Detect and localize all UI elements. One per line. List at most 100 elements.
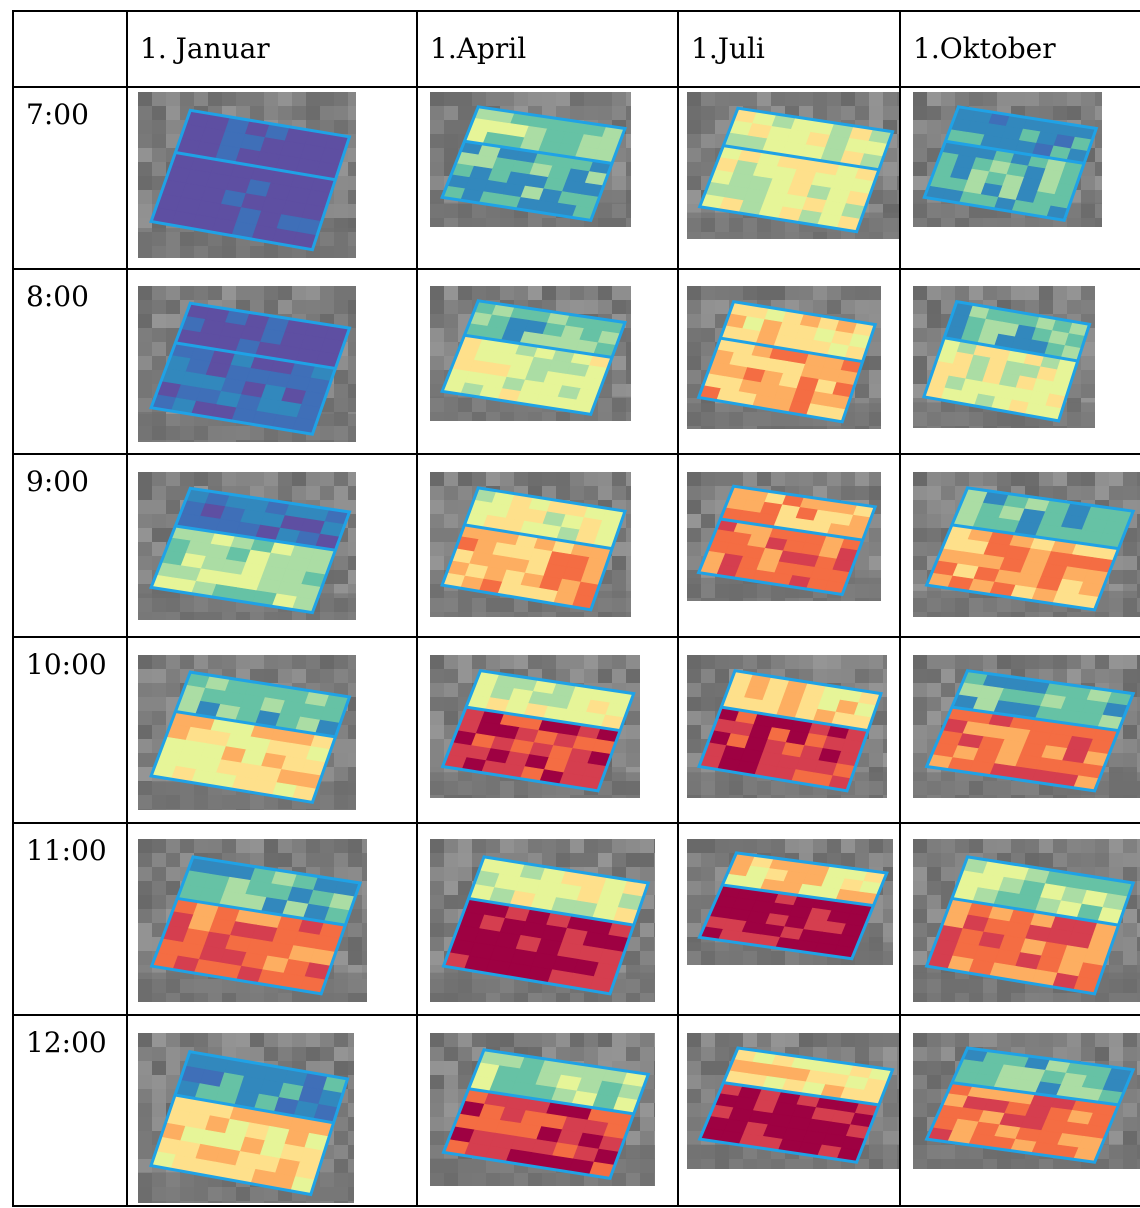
background-block [913,472,927,486]
background-block [654,909,668,923]
background-block [334,556,348,570]
background-block [138,370,152,384]
background-block [626,342,640,356]
background-block [166,853,180,867]
background-block [757,839,771,853]
heatmap-thumbnail [430,472,640,626]
background-block [570,655,584,669]
background-block [626,162,640,176]
row-divider [12,1014,1140,1016]
background-block [715,839,729,853]
background-block [813,839,827,853]
panel-row-divider [464,523,613,551]
background-block [715,300,729,314]
background-block [941,881,955,895]
background-block [138,697,152,711]
background-block [701,106,715,120]
background-block [913,134,927,148]
background-block [913,951,927,965]
background-block [194,1033,208,1047]
background-block [138,486,152,500]
background-block [1109,867,1123,881]
background-block [306,1033,320,1047]
background-block [152,909,166,923]
background-block [869,286,883,300]
background-block [430,881,444,895]
background-block [444,655,458,669]
background-block [813,92,827,106]
background-block [687,120,701,134]
background-block [1053,486,1067,500]
heatmap-svg [687,472,883,612]
heatmap-svg [138,286,362,454]
background-block [458,655,472,669]
background-block [348,204,362,218]
panel-row-divider [720,336,863,364]
background-block [444,328,458,342]
background-block [687,314,701,328]
background-block [883,895,897,909]
background-block [362,853,376,867]
background-block [472,839,486,853]
background-block [138,342,152,356]
background-block [913,356,927,370]
background-block [654,853,668,867]
background-block [138,328,152,342]
background-block [841,486,855,500]
background-block [687,106,701,120]
background-block [348,937,362,951]
background-block [222,92,236,106]
background-block [1109,951,1123,965]
background-block [334,1033,348,1047]
background-block [542,853,556,867]
background-block [1025,92,1039,106]
background-block [969,655,983,669]
background-block [334,1117,348,1131]
background-block [180,655,194,669]
background-block [612,753,626,767]
background-block [138,190,152,204]
background-block [913,176,927,190]
background-block [687,725,701,739]
background-block [236,92,250,106]
background-block [194,92,208,106]
background-block [1081,356,1095,370]
background-block [1123,853,1137,867]
background-block [869,356,883,370]
background-block [458,867,472,881]
background-block [348,1145,362,1159]
background-block [1137,570,1140,584]
background-block [654,937,668,951]
background-block [430,853,444,867]
background-block [701,300,715,314]
background-block [827,286,841,300]
background-block [687,286,701,300]
background-block [1025,853,1039,867]
background-block [612,542,626,556]
background-block [1095,839,1109,853]
background-block [913,500,927,514]
background-block [138,1145,152,1159]
heatmap-thumbnail [138,472,362,626]
background-block [701,328,715,342]
background-block [913,725,927,739]
background-block [827,92,841,106]
background-block [278,92,292,106]
panel-outline [696,300,878,424]
heatmap-svg [913,286,1095,440]
background-block [927,697,941,711]
heatmap-thumbnail [687,472,883,612]
background-block [138,1075,152,1089]
table-border-horizontal [12,10,1140,12]
background-block [626,148,640,162]
background-block [883,106,897,120]
background-block [626,514,640,528]
background-block [138,881,152,895]
background-block [827,655,841,669]
panel-outline [924,486,1136,612]
panel-outline [440,105,628,222]
background-block [458,853,472,867]
background-block [869,669,883,683]
row-divider [12,636,1140,638]
background-block [334,1061,348,1075]
